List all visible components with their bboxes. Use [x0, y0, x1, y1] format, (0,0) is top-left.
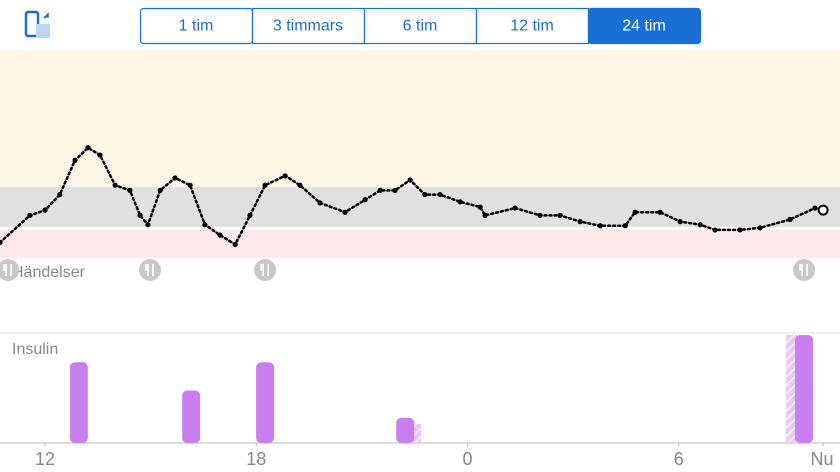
- insulin-label: Insulin: [12, 341, 58, 358]
- glucose-dot: [622, 223, 628, 229]
- glucose-dot: [377, 187, 383, 193]
- glucose-dot: [282, 173, 288, 179]
- glucose-dot: [737, 227, 743, 233]
- glucose-dot: [27, 212, 33, 218]
- x-tick-label: 12: [35, 449, 55, 469]
- tab-label[interactable]: 24 tim: [622, 18, 666, 35]
- glucose-dot: [297, 182, 303, 188]
- meal-event[interactable]: [793, 259, 816, 281]
- tab-label[interactable]: 3 timmars: [273, 18, 343, 35]
- insulin-bar: [396, 417, 415, 443]
- insulin-bar: [69, 362, 88, 443]
- range-tabs: 1 tim 3 timmars 6 tim 12 tim 24 tim: [139, 7, 702, 45]
- glucose-dot: [697, 222, 703, 228]
- glucose-dot: [112, 182, 118, 188]
- insulin-bar: [256, 362, 275, 443]
- glucose-dot: [342, 209, 348, 215]
- glucose-dot: [537, 212, 543, 218]
- current-reading: [817, 204, 829, 216]
- glucose-dot: [677, 219, 683, 225]
- bands: [0, 50, 840, 258]
- plot: 12 18 0 6 Nu: [0, 145, 834, 469]
- glucose-dot: [577, 219, 583, 225]
- meal-event[interactable]: [138, 259, 161, 281]
- range-band: [0, 229, 840, 258]
- glucose-dot: [172, 175, 178, 181]
- glucose-dot: [437, 191, 443, 198]
- glucose-dot: [137, 212, 143, 218]
- glucose-dot: [145, 222, 151, 228]
- glucose-dot: [157, 187, 163, 193]
- tab-label[interactable]: 12 tim: [510, 18, 554, 35]
- range-band: [0, 50, 840, 188]
- glucose-dot: [407, 177, 413, 183]
- glucose-dot: [247, 212, 253, 218]
- glucose-dot: [187, 182, 193, 188]
- tab[interactable]: [363, 7, 478, 45]
- hatch: [786, 335, 797, 443]
- glucose-dot: [0, 239, 3, 245]
- glucose-dot: [787, 216, 793, 223]
- glucose-dot: [392, 187, 398, 193]
- glucose-dot: [597, 223, 603, 229]
- insulin-bar: [795, 335, 814, 443]
- glucose-line: [0, 146, 825, 247]
- glucose-dot: [202, 222, 208, 228]
- tab[interactable]: [251, 7, 366, 45]
- meal-icon: [260, 264, 269, 276]
- meal-event[interactable]: [254, 259, 277, 281]
- glucose-dot: [812, 205, 818, 211]
- glucose-dot: [512, 205, 518, 211]
- meal-icon: [145, 264, 154, 276]
- glucose-dot: [477, 204, 483, 210]
- glucose-dot: [85, 145, 91, 151]
- glucose-dot: [317, 200, 323, 206]
- range-band: [0, 187, 840, 227]
- glucose-dot: [362, 197, 368, 203]
- x-tick-label: Nu: [810, 449, 833, 469]
- device-icon[interactable]: [24, 10, 50, 38]
- meal-icon: [3, 264, 12, 276]
- x-tick-label: 18: [246, 449, 266, 469]
- events-label: Händelser: [12, 264, 86, 281]
- insulin-bar: [182, 390, 201, 443]
- glucose-dot: [57, 191, 63, 198]
- glucose-dot: [557, 212, 563, 218]
- x-tick-label: 0: [463, 449, 473, 469]
- glucose-dot: [657, 209, 663, 215]
- tab-label[interactable]: 6 tim: [403, 18, 438, 35]
- glucose-dot: [232, 241, 238, 248]
- glucose-dot: [632, 209, 638, 215]
- glucose-dot: [712, 227, 718, 233]
- glucose-dot: [757, 225, 763, 231]
- tab[interactable]: [587, 7, 702, 45]
- glucose-dot: [97, 152, 103, 158]
- tab-label[interactable]: 1 tim: [179, 18, 214, 35]
- glucose-dot: [217, 232, 223, 238]
- x-tick-label: 6: [674, 449, 684, 469]
- glucose-dot: [72, 157, 78, 163]
- glucose-dot: [457, 199, 463, 205]
- glucose-dot: [262, 182, 268, 188]
- glucose-dot: [42, 207, 48, 213]
- glucose-dot: [422, 191, 428, 198]
- meal-icon: [799, 264, 808, 276]
- glucose-dot: [127, 187, 133, 193]
- glucose-dot: [482, 212, 488, 218]
